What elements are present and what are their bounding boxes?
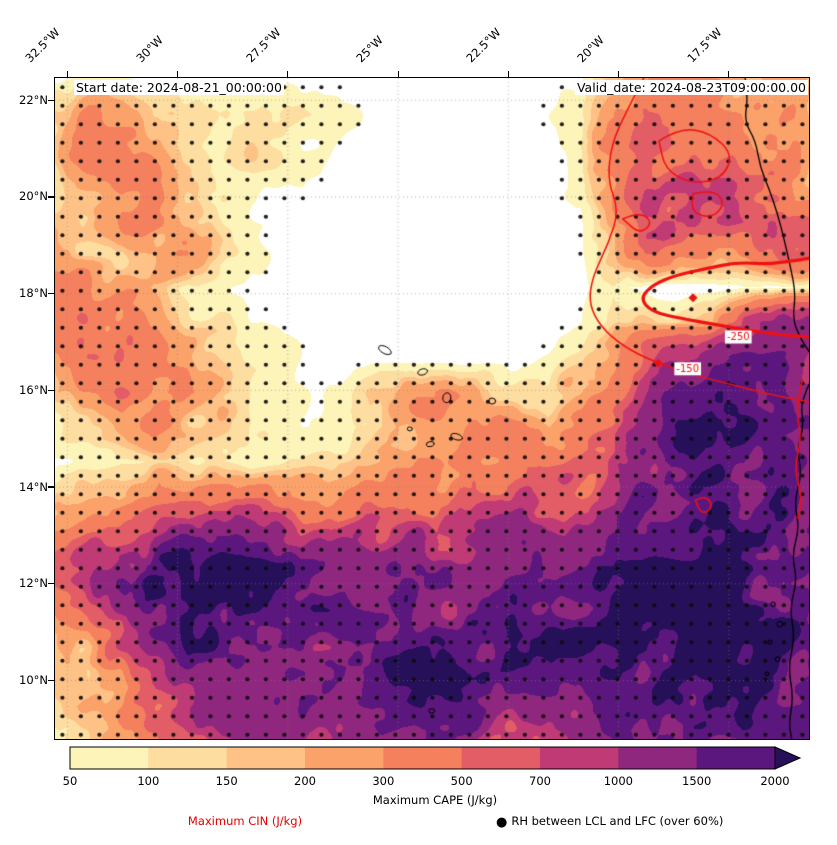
- y-tick-mark: [48, 293, 54, 295]
- y-tick-label: 16°N: [19, 382, 48, 397]
- colorbar-extend-arrow: [774, 746, 802, 770]
- y-tick-mark: [48, 486, 54, 488]
- x-tick-mark: [287, 71, 289, 77]
- y-tick-mark: [48, 196, 54, 198]
- y-tick-mark: [48, 583, 54, 585]
- colorbar-tick-label: 500: [450, 774, 473, 788]
- colorbar-tick-label: 100: [137, 774, 160, 788]
- valid-date-label: Valid_date: 2024-08-23T09:00:00.00: [574, 80, 808, 95]
- colorbar: [69, 746, 802, 770]
- x-tick-mark: [66, 71, 68, 77]
- colorbar-tick-label: 2000: [760, 774, 790, 788]
- x-tick-label: 30°W: [132, 32, 166, 66]
- colorbar-segment: [226, 747, 306, 769]
- x-tick-mark: [507, 71, 509, 77]
- x-tick-mark: [176, 71, 179, 77]
- cin-legend-label: Maximum CIN (J/kg): [187, 814, 303, 828]
- colorbar-tick-label: 1000: [603, 774, 633, 788]
- colorbar-segment: [148, 747, 228, 769]
- y-tick-label: 18°N: [19, 286, 48, 301]
- y-tick-label: 20°N: [19, 189, 48, 204]
- colorbar-tick-label: 300: [372, 774, 395, 788]
- colorbar-tick-label: 50: [62, 774, 78, 788]
- colorbar-segment: [696, 747, 776, 769]
- y-tick-mark: [48, 99, 54, 101]
- colorbar-tick-label: 1500: [682, 774, 712, 788]
- stipple-dot-icon: ●: [496, 815, 508, 830]
- x-tick-label: 27.5°W: [243, 25, 284, 66]
- start-date-label: Start date: 2024-08-21_00:00:00: [74, 80, 284, 95]
- y-tick-label: 14°N: [19, 479, 48, 494]
- colorbar-tick-label: 700: [529, 774, 551, 788]
- x-tick-label: 25°W: [353, 32, 386, 66]
- x-tick-mark: [397, 71, 399, 77]
- y-tick-mark: [48, 389, 54, 391]
- x-tick-label: 32.5°W: [22, 25, 63, 66]
- colorbar-segment: [461, 747, 541, 769]
- y-tick-mark: [48, 679, 54, 682]
- colorbar-tick-label: 150: [215, 774, 238, 788]
- x-tick-label: 20°W: [573, 32, 607, 66]
- y-tick-label: 22°N: [19, 92, 48, 107]
- colorbar-tick-label: 200: [294, 774, 316, 788]
- y-tick-label: 10°N: [19, 673, 48, 688]
- colorbar-label: Maximum CAPE (J/kg): [372, 793, 498, 807]
- colorbar-segment: [383, 747, 463, 769]
- colorbar-segment: [70, 747, 149, 769]
- x-tick-mark: [618, 71, 620, 77]
- y-tick-label: 12°N: [19, 576, 48, 591]
- x-tick-mark: [728, 71, 730, 77]
- colorbar-ticks: 50 100 150 200 300 500 700 1000 1500 2000: [0, 774, 837, 790]
- x-tick-label: 22.5°W: [463, 25, 504, 66]
- rh-legend-label: RH between LCL and LFC (over 60%): [511, 814, 724, 828]
- rh-legend: ● RH between LCL and LFC (over 60%): [496, 814, 723, 830]
- x-tick-label: 17.5°W: [684, 25, 725, 66]
- colorbar-segment: [618, 747, 698, 769]
- colorbar-segment: [305, 747, 384, 769]
- colorbar-segment: [540, 747, 619, 769]
- map-canvas: [55, 78, 810, 740]
